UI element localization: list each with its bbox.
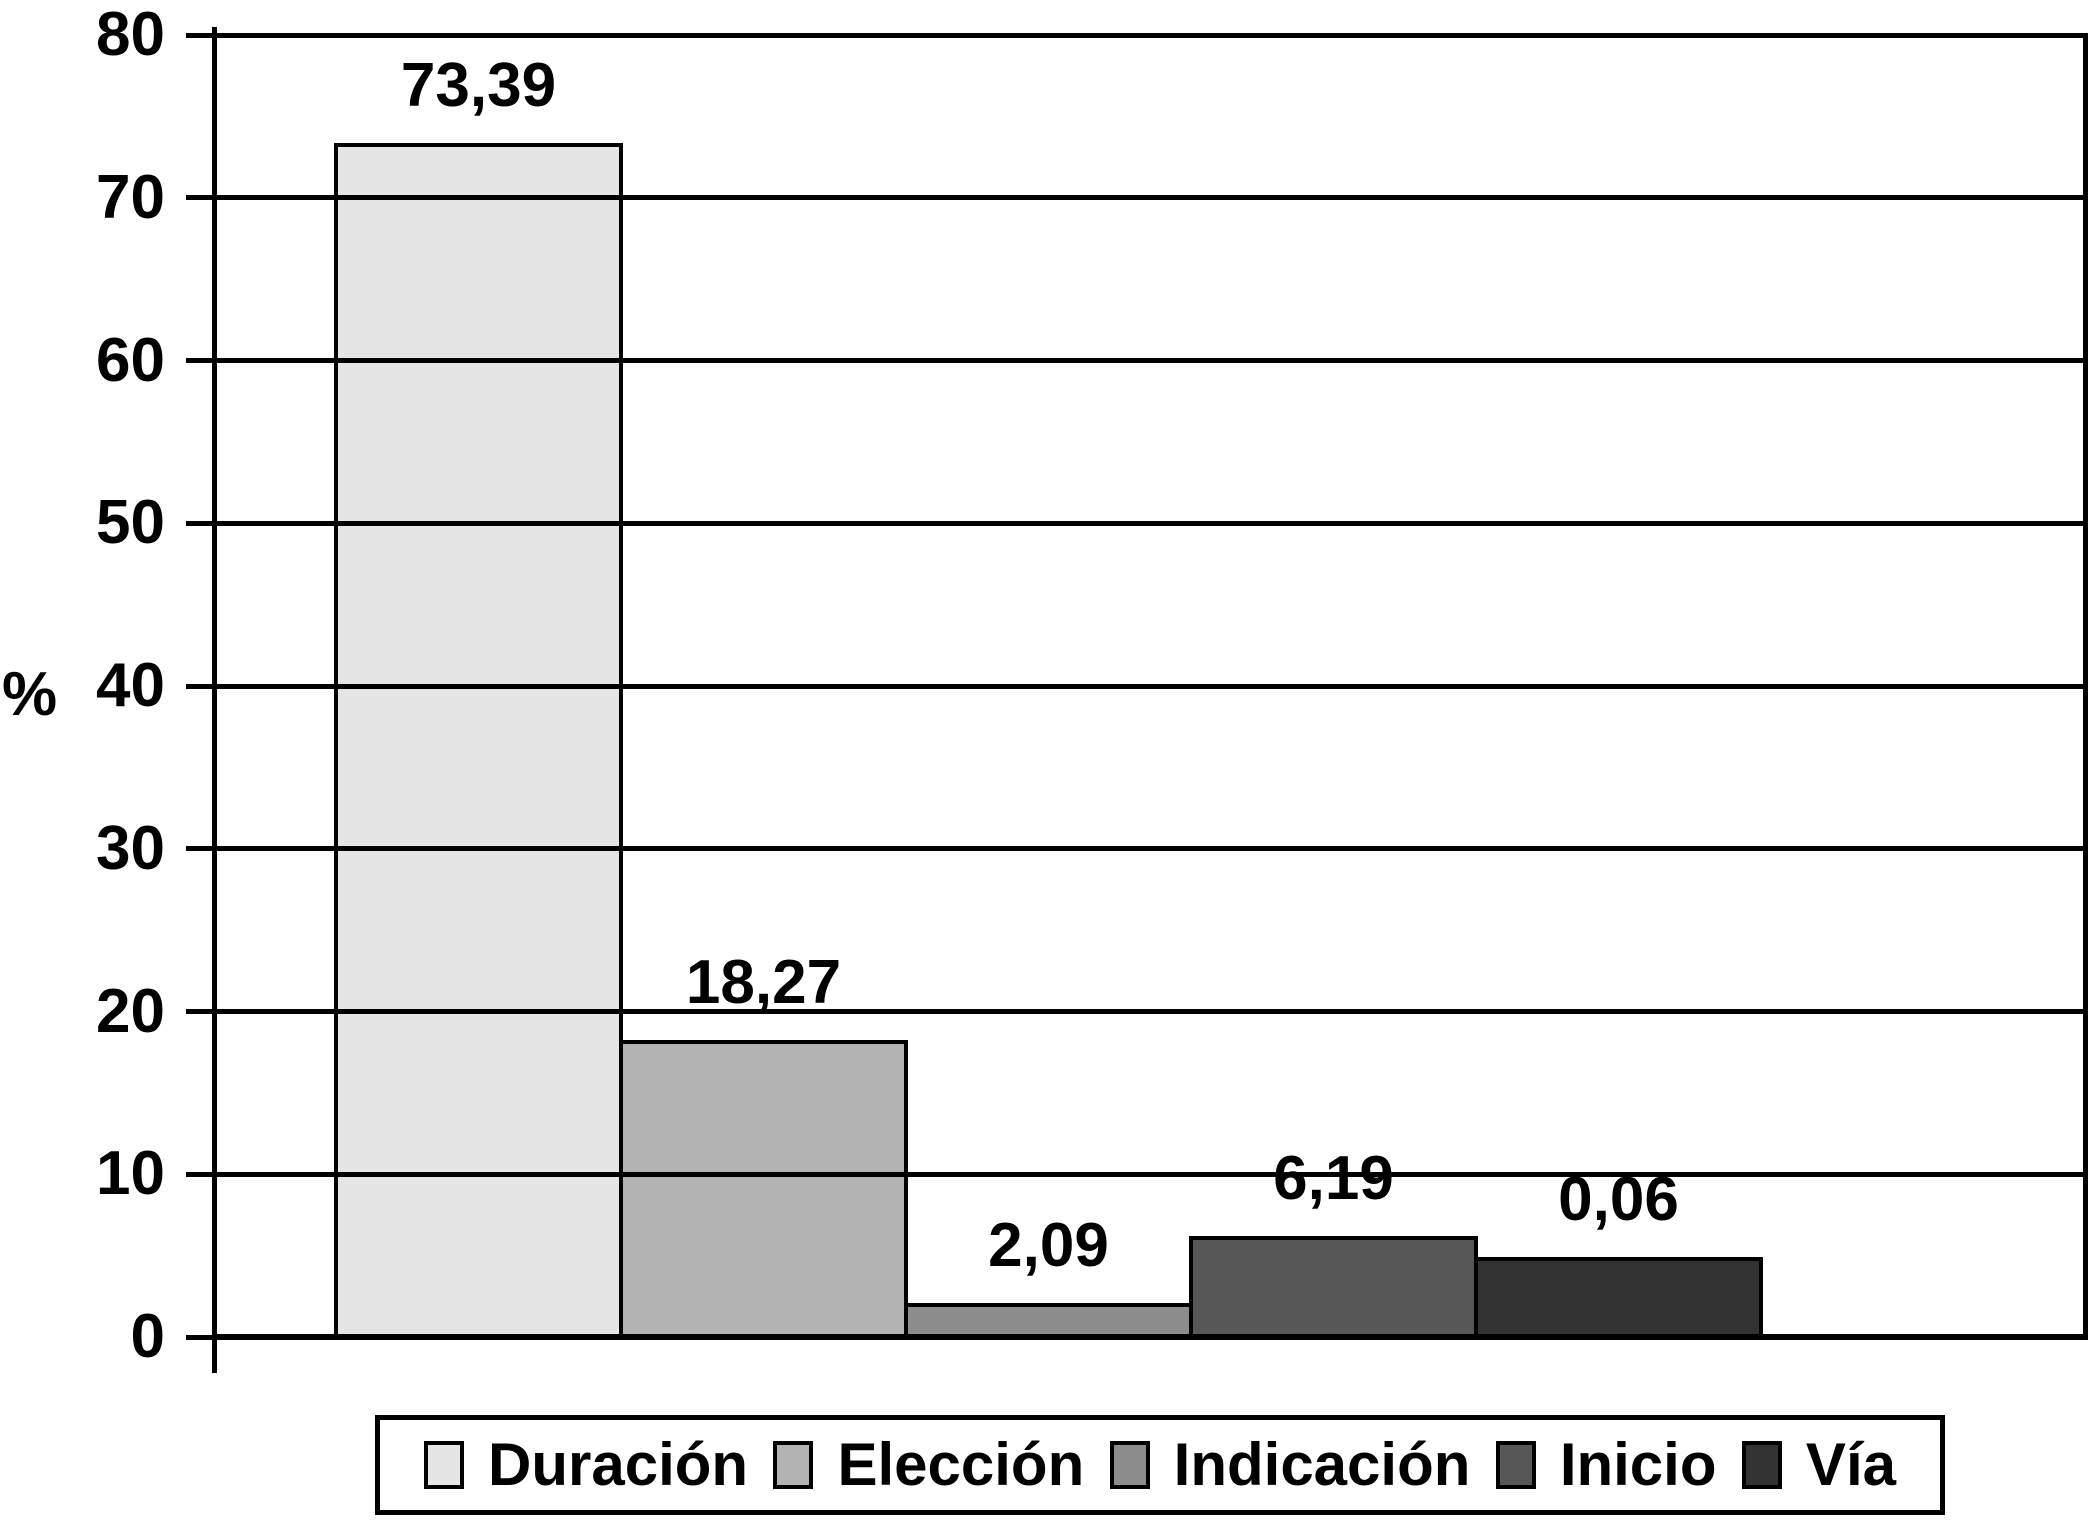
gridline-80 (212, 32, 2088, 38)
y-axis-tick-labels: 0 10 20 30 40 50 60 70 80 (0, 4, 165, 1368)
legend-swatch-eleccion (773, 1441, 814, 1489)
legend-swatch-indicacion (1109, 1441, 1150, 1489)
y-axis-tick-0 (186, 1334, 212, 1340)
y-axis-tick-60 (186, 358, 212, 363)
y-tick-label-0: 0 (130, 1302, 165, 1371)
y-tick-label-50: 50 (96, 488, 165, 558)
bar-indicacion (904, 1303, 1193, 1337)
bar-value-label-indicacion: 2,09 (988, 1211, 1109, 1280)
bar-eleccion (619, 1040, 908, 1337)
y-tick-label-70: 70 (96, 162, 165, 232)
gridline-10 (212, 1171, 2088, 1177)
bar-duracion (334, 143, 623, 1337)
legend-entry-via: Vía (1741, 1431, 1896, 1498)
y-tick-label-80: 80 (96, 0, 165, 69)
y-axis-tick-20 (186, 1009, 212, 1014)
y-tick-label-40: 40 (96, 651, 165, 720)
y-tick-label-20: 20 (96, 976, 165, 1046)
plot-right-border (2083, 33, 2088, 1337)
legend-entry-indicacion: Indicación (1109, 1431, 1471, 1498)
y-tick-label-30: 30 (96, 813, 165, 883)
legend-swatch-duracion (424, 1441, 464, 1489)
y-axis-title: % (2, 660, 58, 729)
legend-swatch-via (1741, 1441, 1782, 1489)
legend-entry-duracion: Duración (424, 1435, 748, 1495)
y-axis-tick-40 (186, 683, 212, 689)
legend-label-duracion: Duración (488, 1431, 749, 1498)
bar-value-label-eleccion: 18,27 (685, 948, 842, 1017)
legend-label-indicacion: Indicación (1173, 1431, 1471, 1498)
y-axis-tick-10 (186, 1171, 212, 1177)
bar-value-label-duracion: 73,39 (400, 51, 557, 120)
legend: Duración Elección Indicación Inicio Vía (375, 1415, 1945, 1515)
gridline-70 (212, 195, 2088, 201)
gridline-30 (212, 846, 2088, 852)
gridline-50 (212, 520, 2088, 526)
legend-label-via: Vía (1805, 1431, 1896, 1498)
y-axis-tick-50 (186, 520, 212, 526)
gridline-20 (212, 1009, 2088, 1014)
gridline-0 (212, 1334, 2088, 1340)
bar-inicio (1189, 1236, 1478, 1337)
y-tick-label-60: 60 (96, 325, 165, 395)
y-tick-label-10: 10 (96, 1139, 165, 1209)
legend-entry-eleccion: Elección (773, 1435, 1084, 1495)
y-axis-line (212, 27, 217, 1373)
bar-value-label-inicio: 6,19 (1273, 1144, 1394, 1213)
y-axis-tick-70 (186, 195, 212, 201)
legend-label-inicio: Inicio (1559, 1431, 1717, 1498)
legend-swatch-inicio (1495, 1441, 1536, 1489)
y-axis-tick-80 (186, 32, 212, 38)
legend-label-eleccion: Elección (837, 1431, 1085, 1498)
legend-entry-inicio: Inicio (1495, 1431, 1717, 1498)
bar-value-label-via: 0,06 (1558, 1165, 1679, 1234)
gridline-60 (212, 358, 2088, 363)
plot-area: 73,39 18,27 2,09 6,19 0,06 (186, 27, 2088, 1373)
y-axis-tick-30 (186, 846, 212, 852)
gridline-40 (212, 683, 2088, 689)
bar-via (1474, 1257, 1763, 1337)
